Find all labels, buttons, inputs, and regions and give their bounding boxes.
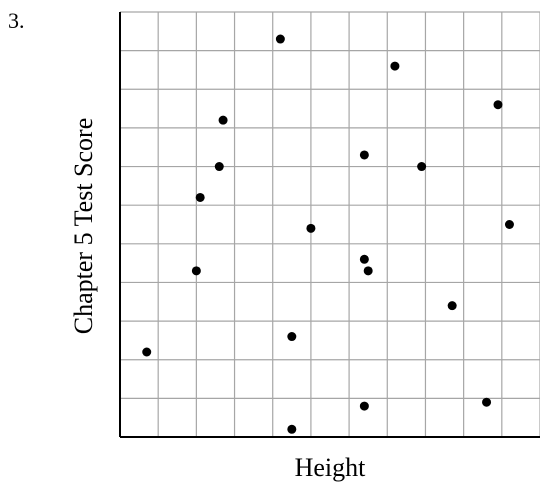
data-point [359,150,369,160]
data-point [447,301,457,311]
data-point [493,100,503,110]
data-point [287,332,297,342]
data-point [504,220,514,229]
y-axis-label: Chapter 5 Test Score [69,118,98,334]
data-point [306,223,316,233]
grid-lines [120,11,540,437]
data-point [482,397,492,407]
data-point [142,347,152,357]
data-point [191,266,201,276]
data-point [359,254,369,264]
data-point [363,266,373,276]
data-point [390,61,400,71]
data-point [214,162,224,172]
data-point [417,162,427,172]
data-point [287,424,297,434]
data-point [275,34,285,44]
data-points [142,34,514,434]
problem-number: 3. [8,8,25,33]
x-axis-label: Height [295,453,367,482]
data-point [359,401,369,411]
axes [119,12,540,438]
data-point [195,192,205,202]
data-point [218,115,228,125]
